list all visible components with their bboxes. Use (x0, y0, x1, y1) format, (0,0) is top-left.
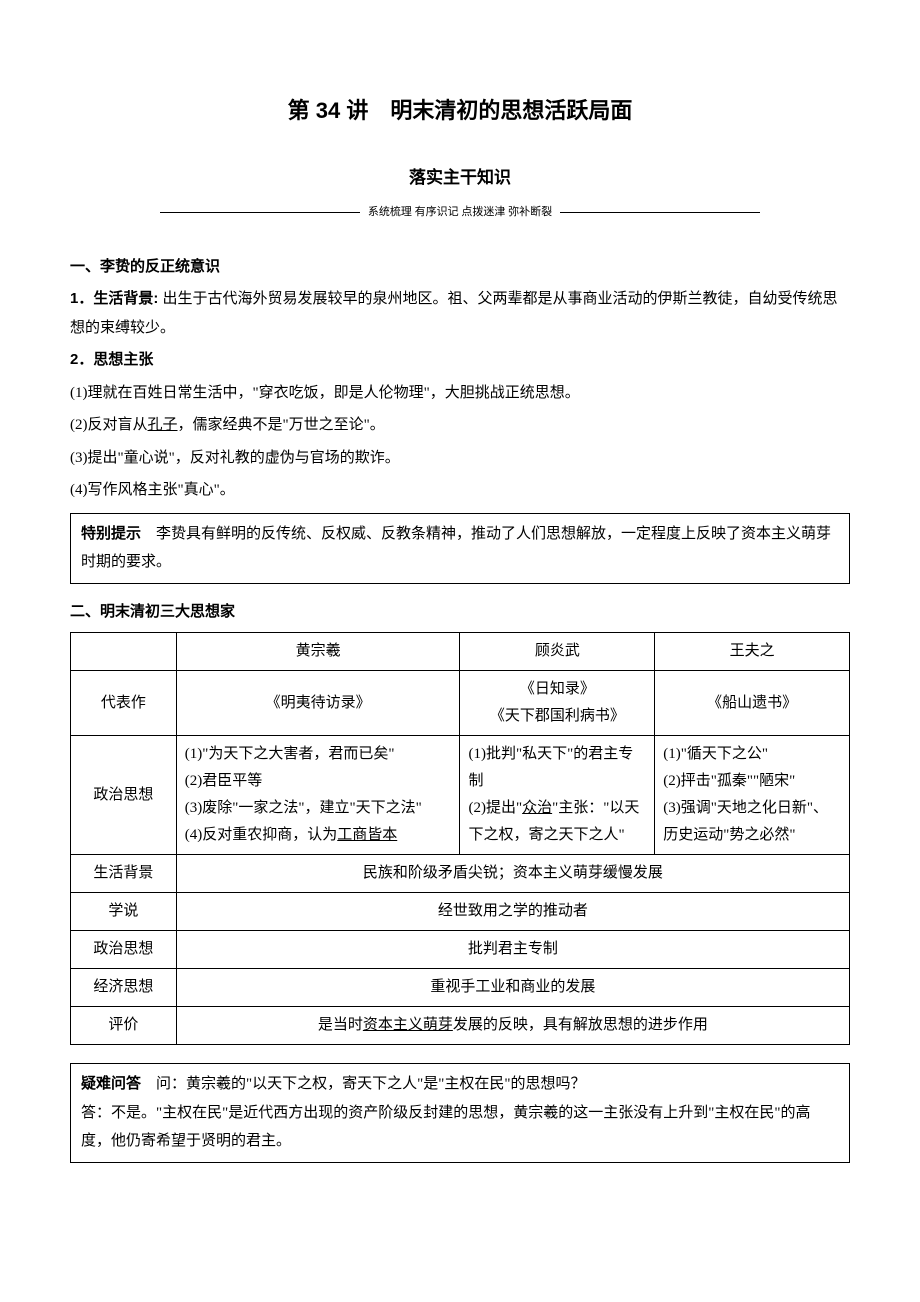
header-huang: 黄宗羲 (176, 633, 460, 671)
subtitle-caption: 系统梳理 有序识记 点拨迷津 弥补断裂 (360, 202, 560, 223)
qa-label: 疑难问答 (81, 1075, 141, 1092)
header-empty (71, 633, 177, 671)
section-1-p4: (4)写作风格主张"真心"。 (70, 476, 850, 505)
section-1-p2: (2)反对盲从孔子，儒家经典不是"万世之至论"。 (70, 411, 850, 440)
subtitle: 落实主干知识 (409, 168, 511, 187)
row-label-theory: 学说 (71, 893, 177, 931)
table-row-theory: 学说 经世致用之学的推动者 (71, 893, 850, 931)
underline-gongshang: 工商皆本 (337, 827, 397, 843)
qa-question: 问：黄宗羲的"以天下之权，寄天下之人"是"主权在民"的思想吗？ (141, 1076, 586, 1092)
economy-text: 重视手工业和商业的发展 (176, 969, 849, 1007)
table-header-row: 黄宗羲 顾炎武 王夫之 (71, 633, 850, 671)
page-title: 第 34 讲 明末清初的思想活跃局面 (70, 90, 850, 132)
table-row-background: 生活背景 民族和阶级矛盾尖锐；资本主义萌芽缓慢发展 (71, 855, 850, 893)
section-1-p3: (3)提出"童心说"，反对礼教的虚伪与官场的欺诈。 (70, 444, 850, 473)
underline-kongzi: 孔子 (148, 417, 178, 433)
thinkers-table: 黄宗羲 顾炎武 王夫之 代表作 《明夷待访录》 《日知录》 《天下郡国利病书》 … (70, 632, 850, 1045)
section-1-heading: 一、李贽的反正统意识 (70, 253, 850, 282)
theory-text: 经世致用之学的推动者 (176, 893, 849, 931)
special-tip-label: 特别提示 (81, 525, 141, 542)
background-text: 民族和阶级矛盾尖锐；资本主义萌芽缓慢发展 (176, 855, 849, 893)
section-1-p1: (1)理就在百姓日常生活中，"穿衣吃饭，即是人伦物理"，大胆挑战正统思想。 (70, 379, 850, 408)
special-tip-text: 李贽具有鲜明的反传统、反权威、反教条精神，推动了人们思想解放，一定程度上反映了资… (81, 526, 831, 571)
row-label-background: 生活背景 (71, 855, 177, 893)
qa-box: 疑难问答 问：黄宗羲的"以天下之权，寄天下之人"是"主权在民"的思想吗？ 答：不… (70, 1063, 850, 1163)
header-wang: 王夫之 (655, 633, 850, 671)
politics-huang: (1)"为天下之大害者，君而已矣" (2)君臣平等 (3)废除"一家之法"，建立… (176, 736, 460, 855)
row-label-evaluation: 评价 (71, 1007, 177, 1045)
special-tip-box: 特别提示 李贽具有鲜明的反传统、反权威、反教条精神，推动了人们思想解放，一定程度… (70, 513, 850, 584)
rule-right (560, 212, 760, 213)
qa-answer: 答：不是。"主权在民"是近代西方出现的资产阶级反封建的思想，黄宗羲的这一主张没有… (81, 1099, 839, 1156)
section-2-heading: 二、明末清初三大思想家 (70, 598, 850, 627)
works-wang: 《船山遗书》 (655, 671, 850, 736)
section-1-item-2-label: 2．思想主张 (70, 346, 850, 375)
politics2-text: 批判君主专制 (176, 931, 849, 969)
works-huang: 《明夷待访录》 (176, 671, 460, 736)
row-label-politics: 政治思想 (71, 736, 177, 855)
evaluation-text: 是当时资本主义萌芽发展的反映，具有解放思想的进步作用 (176, 1007, 849, 1045)
politics-gu: (1)批判"私天下"的君主专制 (2)提出"众治"主张："以天下之权，寄之天下之… (460, 736, 655, 855)
underline-zibenzhuyi: 资本主义萌芽 (363, 1017, 453, 1033)
table-row-evaluation: 评价 是当时资本主义萌芽发展的反映，具有解放思想的进步作用 (71, 1007, 850, 1045)
row-label-works: 代表作 (71, 671, 177, 736)
politics-wang: (1)"循天下之公" (2)抨击"孤秦""陋宋" (3)强调"天地之化日新"、历… (655, 736, 850, 855)
row-label-politics2: 政治思想 (71, 931, 177, 969)
underline-zhongzhi: 众治 (522, 800, 552, 816)
item-1-label: 1．生活背景: (70, 290, 163, 307)
subtitle-caption-line: 系统梳理 有序识记 点拨迷津 弥补断裂 (70, 202, 850, 223)
table-row-works: 代表作 《明夷待访录》 《日知录》 《天下郡国利病书》 《船山遗书》 (71, 671, 850, 736)
item-1-text: 出生于古代海外贸易发展较早的泉州地区。祖、父两辈都是从事商业活动的伊斯兰教徒，自… (70, 291, 838, 336)
section-1-item-1: 1．生活背景: 出生于古代海外贸易发展较早的泉州地区。祖、父两辈都是从事商业活动… (70, 285, 850, 342)
works-gu: 《日知录》 《天下郡国利病书》 (460, 671, 655, 736)
table-row-economy: 经济思想 重视手工业和商业的发展 (71, 969, 850, 1007)
row-label-economy: 经济思想 (71, 969, 177, 1007)
rule-left (160, 212, 360, 213)
table-row-politics2: 政治思想 批判君主专制 (71, 931, 850, 969)
table-row-politics: 政治思想 (1)"为天下之大害者，君而已矣" (2)君臣平等 (3)废除"一家之… (71, 736, 850, 855)
header-gu: 顾炎武 (460, 633, 655, 671)
subtitle-block: 落实主干知识 (70, 162, 850, 194)
qa-question-line: 疑难问答 问：黄宗羲的"以天下之权，寄天下之人"是"主权在民"的思想吗？ (81, 1070, 839, 1099)
